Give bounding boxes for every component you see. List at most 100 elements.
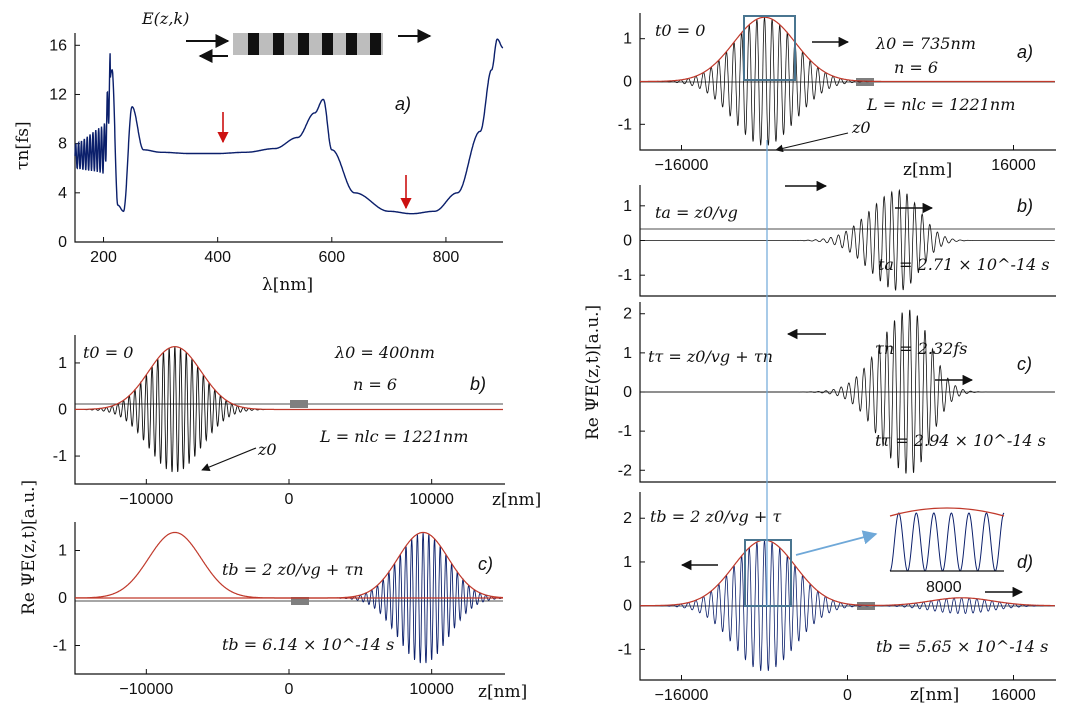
r_b-ytick-label: 1 [623,198,632,215]
tl_b-xtick-label: −10000 [119,491,173,508]
r_a-ytick-label: 1 [623,31,632,48]
tl-c-tb-formula: tb = 2 z0/vg + τn [222,560,364,579]
r_d-ytick-label: 2 [623,510,632,527]
panel-right-b: -1 0 1 ta = z0/vg ta = 2.71 × 10^-14 s b) [618,180,1056,297]
r-a-t0: t0 = 0 [655,21,705,40]
tl_a-ytick-label: 0 [58,234,67,251]
r_d-ytick-label: 0 [623,598,632,615]
r-a-lambda: λ0 = 735nm [875,34,976,53]
r-c-panel-label: c) [1017,354,1032,374]
tl_a-xtick-label: 200 [90,249,117,266]
r_a-xtick-label: −16000 [655,157,709,174]
r-d-panel-label: d) [1017,552,1033,572]
r-d-zoom-inset: 8000 [889,507,1005,596]
left-shared-ylabel: Re ΨE(z,t)[a.u.] [19,480,39,615]
r-c-ticks: -2 -1 0 1 2 [618,306,645,479]
r-d-ticks: -1 0 1 2 −16000 0 16000 [618,510,1036,704]
tl_a-ytick-label: 4 [58,185,67,202]
r-a-L: L = nlc = 1221nm [866,95,1015,114]
tl-b-n: n = 6 [353,375,397,394]
tl-a-panel-label: a) [395,94,411,114]
r_b-ytick-label: 0 [623,233,632,250]
tl-b-structure [290,400,308,408]
tl-b-L: L = nlc = 1221nm [319,427,468,446]
tl_a-ytick-label: 8 [58,136,67,153]
r-d-tb-formula: tb = 2 z0/vg + τ [650,507,782,526]
panel-right-a: -101−16000 16000 t0 = 0 λ0 = 735nm n = 6 … [618,13,1056,180]
r-c-ttau-value: tτ = 2.94 × 10^-14 s [875,431,1046,450]
tl-b-panel-label: b) [470,374,486,394]
r-a-n: n = 6 [894,58,938,77]
r-a-structure [856,78,874,86]
r_a-xtick-label: 16000 [991,157,1036,174]
inset-tick: 8000 [926,579,962,596]
tl-b-z0-arrow [201,447,257,472]
tl-b-z0: z0 [257,440,277,459]
r-d-zoom-arrow [795,530,878,556]
tl-a-ylabel: τn[fs] [13,121,33,170]
panel-top-left-a: 0 4 8 12 16 200 400 600 800 E(z,k) a) λ[nm] τn[f… [13,9,504,295]
r-a-envelope [640,16,1055,83]
r-b-panel-label: b) [1017,196,1033,216]
tl_c-ytick-label: 0 [58,590,67,607]
r-a-z0: z0 [851,118,871,137]
r_c-ytick-label: 0 [623,384,632,401]
r_d-ytick-label: 1 [623,554,632,571]
r-d-zoom-box [744,539,792,607]
inset-wave [889,512,1005,572]
r_b-ytick-label: -1 [618,267,632,284]
r_c-ytick-label: -2 [618,462,632,479]
tl_b-xtick-label: 10000 [409,491,454,508]
tl_a-ytick-label: 16 [49,37,67,54]
r_d-xtick-label: 16000 [991,687,1036,704]
tl_c-xtick-label: 10000 [409,681,454,698]
tl_b-ytick-label: 0 [58,402,67,419]
panel-left-b: -1 0 1 −10000 0 10000 t0 = 0 λ0 = 400nm n = 6… [53,335,541,510]
tl-b-axes [74,335,505,485]
tl-b-xlabel: z[nm] [492,490,541,510]
tl-c-structure [291,597,309,605]
tl_c-xtick-label: 0 [285,681,294,698]
tl-c-axes [74,522,505,675]
r-c-ttau-formula: tτ = z0/vg + τn [648,347,773,366]
tl_c-xtick-label: −10000 [119,681,173,698]
r_a-ytick-label: 0 [623,74,632,91]
tl_a-xtick-label: 400 [204,249,231,266]
tl-b-t0: t0 = 0 [83,343,133,362]
r_c-ytick-label: 2 [623,306,632,323]
tl-a-ticks: 0 4 8 12 16 200 400 600 800 [49,37,459,266]
r-b-ticks: -1 0 1 [618,198,645,284]
r-a-xlabel: z[nm] [903,160,952,180]
r-a-z0-arrow [775,132,849,153]
r-d-xlabel: z[nm] [910,685,959,705]
tl-c-xlabel: z[nm] [478,682,527,702]
r-d-tb-value: tb = 5.65 × 10^-14 s [876,637,1048,656]
r_a-ytick-label: -1 [618,116,632,133]
tl-b-lambda: λ0 = 400nm [334,343,435,362]
tl-a-tau-curve [74,38,504,215]
tl-b-ticks: -1 0 1 −10000 0 10000 [53,355,454,508]
multilayer-structure [233,33,383,55]
tl_b-ytick-label: 1 [58,355,67,372]
r-b-ta-formula: ta = z0/vg [655,203,738,222]
r-a-panel-label: a) [1017,42,1033,62]
r-c-axes [639,302,1056,483]
tl-c-panel-label: c) [478,554,493,574]
tl_b-xtick-label: 0 [285,491,294,508]
tl_a-xtick-label: 800 [433,249,460,266]
r-a-zoom-box [743,15,796,81]
tl-c-ticks: -1 0 1 −10000 0 10000 [53,543,454,699]
tl_c-ytick-label: 1 [58,543,67,560]
tl-a-xlabel: λ[nm] [262,275,313,295]
panel-left-c: -1 0 1 −10000 0 10000 tb = 2 z0/vg + τn tb = … [53,522,527,702]
tl_a-xtick-label: 600 [318,249,345,266]
right-shared-ylabel: Re ΨE(z,t)[a.u.] [583,305,603,440]
tl_a-ytick-label: 12 [49,86,67,103]
r_d-xtick-label: −16000 [655,687,709,704]
r-a-axes [639,13,1056,151]
r-d-envelope [640,539,1055,607]
inset-label: E(z,k) [141,9,189,28]
r-a-ticks: -1 0 1 −16000 16000 [618,31,1036,174]
